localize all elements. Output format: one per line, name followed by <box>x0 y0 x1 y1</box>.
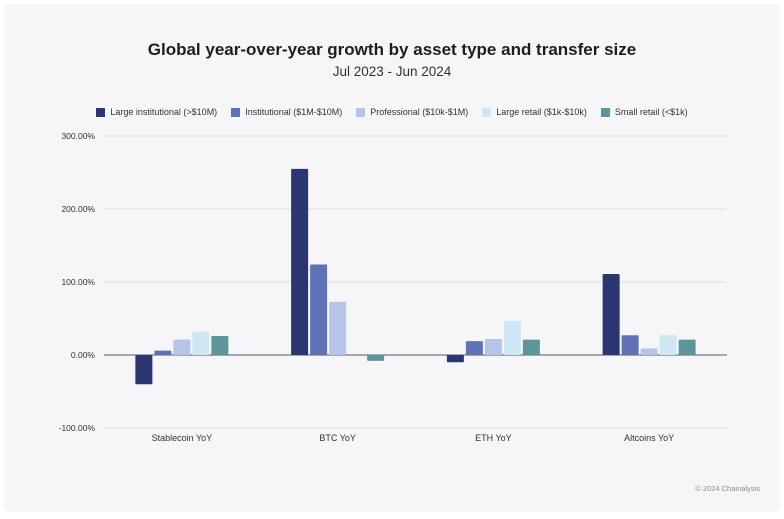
legend-label: Large retail ($1k-$10k) <box>496 107 587 117</box>
legend-item: Large institutional (>$10M) <box>96 107 217 117</box>
bar-0-3 <box>192 331 210 355</box>
y-tick-label: 100.00% <box>61 277 95 287</box>
legend-swatch <box>600 107 610 117</box>
chart-title: Global year-over-year growth by asset ty… <box>147 40 637 59</box>
bar-1-4 <box>367 355 385 361</box>
legend-label: Small retail (<$1k) <box>614 107 688 117</box>
legend-item: Small retail (<$1k) <box>600 107 688 117</box>
bar-3-0 <box>602 273 620 355</box>
legend-item: Large retail ($1k-$10k) <box>482 107 587 117</box>
legend-item: Professional ($10k-$1M) <box>356 107 468 117</box>
y-tick-label: 200.00% <box>61 204 95 214</box>
bar-0-0 <box>135 355 153 385</box>
x-category-label: ETH YoY <box>475 433 512 443</box>
y-tick-label: 300.00% <box>61 131 95 141</box>
x-category-label: BTC YoY <box>319 433 356 443</box>
bar-3-4 <box>678 339 696 355</box>
bar-1-2 <box>329 301 347 355</box>
bar-1-0 <box>291 168 309 355</box>
legend-swatch <box>96 107 106 117</box>
chart-legend: Large institutional (>$10M) Institutional… <box>0 107 784 117</box>
bar-2-4 <box>522 339 540 355</box>
bar-2-0 <box>446 355 464 363</box>
y-tick-label: 0.00% <box>71 350 96 360</box>
x-category-label: Stablecoin YoY <box>152 433 213 443</box>
legend-swatch <box>482 107 492 117</box>
bar-2-3 <box>503 320 521 355</box>
legend-label: Institutional ($1M-$10M) <box>245 107 343 117</box>
bar-0-2 <box>173 339 191 355</box>
bar-3-2 <box>640 348 658 355</box>
copyright-credit: © 2024 Chainalysis <box>695 484 760 493</box>
legend-swatch <box>356 107 366 117</box>
legend-item: Institutional ($1M-$10M) <box>231 107 342 117</box>
legend-swatch <box>231 107 241 117</box>
legend-label: Large institutional (>$10M) <box>110 107 218 117</box>
bar-3-1 <box>621 335 639 355</box>
legend-label: Professional ($10k-$1M) <box>370 107 469 117</box>
bar-0-4 <box>211 336 229 355</box>
bar-2-1 <box>465 341 483 355</box>
bar-2-2 <box>484 338 502 355</box>
bar-3-3 <box>659 335 677 355</box>
bar-1-1 <box>310 264 328 355</box>
y-tick-label: -100.00% <box>59 423 96 433</box>
chart-frame <box>4 4 780 512</box>
chart-subtitle: Jul 2023 - Jun 2024 <box>332 64 452 79</box>
x-category-label: Altcoins YoY <box>624 433 674 443</box>
bar-0-1 <box>154 350 172 355</box>
